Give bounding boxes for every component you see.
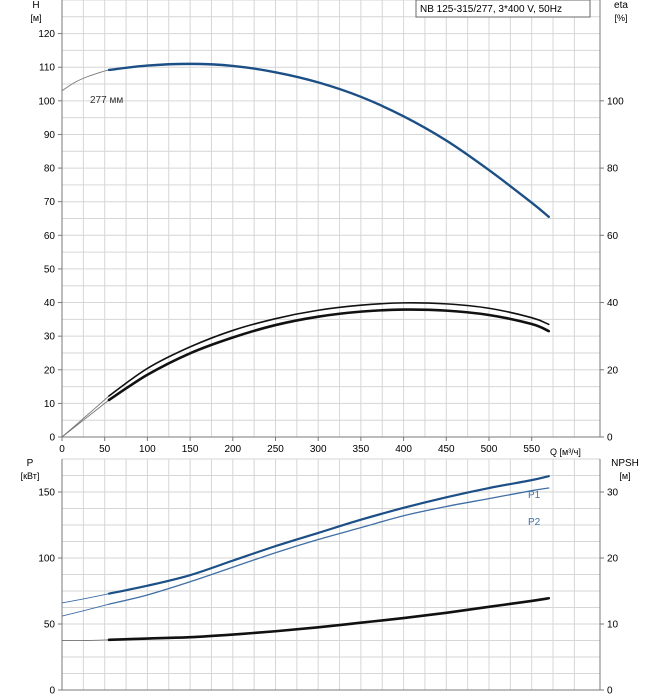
eta-axis-unit: [%] <box>614 13 627 23</box>
eta-tick-label: 100 <box>607 96 624 107</box>
q-tick-label: 200 <box>224 444 241 455</box>
q-tick-label: 400 <box>395 444 412 455</box>
h-axis-title: H <box>32 0 39 11</box>
top-panel: 0 10 20 30 40 50 60 70 80 90 100 110 120 0 20 40 60 80 100… <box>30 0 628 457</box>
npsh-tick-label: 20 <box>607 554 619 565</box>
h-tick-label: 20 <box>44 365 56 376</box>
h-tick-label: 60 <box>44 231 56 242</box>
eta-outer-curve-extension <box>61 395 110 438</box>
npsh-curve-extension <box>61 639 110 641</box>
h-tick-label: 0 <box>49 433 55 444</box>
npsh-axis-unit: [м] <box>619 471 630 481</box>
bottom-tick-labels: 0 50 100 150 0 10 20 30 <box>38 488 618 697</box>
eta-tick-label: 0 <box>607 433 613 444</box>
p-axis-unit: [кВт] <box>21 471 40 481</box>
h-tick-label: 120 <box>38 29 55 40</box>
q-tick-label: 150 <box>182 444 199 455</box>
q-tick-label: 50 <box>99 444 111 455</box>
p-tick-label: 0 <box>49 686 55 697</box>
head-curve <box>107 62 550 219</box>
p2-curve-extension <box>61 603 110 617</box>
h-tick-label: 70 <box>44 197 56 208</box>
bottom-axes <box>61 459 601 691</box>
p2-curve <box>108 487 550 605</box>
q-tick-label: 550 <box>523 444 540 455</box>
p-tick-label: 150 <box>38 488 55 499</box>
eta-tick-label: 20 <box>607 365 619 376</box>
bottom-curves <box>61 475 551 642</box>
q-tick-label: 0 <box>59 444 65 455</box>
q-tick-label: 250 <box>267 444 284 455</box>
npsh-axis-title: NPSH <box>611 458 639 469</box>
h-axis-unit: [м] <box>30 13 41 23</box>
h-tick-label: 100 <box>38 96 55 107</box>
bottom-grid <box>61 458 600 691</box>
eta-tick-label: 40 <box>607 298 619 309</box>
h-tick-label: 50 <box>44 264 56 275</box>
q-tick-label: 350 <box>353 444 370 455</box>
h-tick-label: 10 <box>44 399 56 410</box>
eta-curve <box>107 308 551 402</box>
eta-tick-label: 60 <box>607 231 619 242</box>
q-tick-label: 500 <box>481 444 498 455</box>
chart-title: NB 125-315/277, 3*400 V, 50Hz <box>420 4 562 15</box>
q-tick-label: 300 <box>310 444 327 455</box>
eta-axis-title: eta <box>614 0 628 11</box>
h-tick-label: 110 <box>39 63 55 74</box>
npsh-tick-label: 0 <box>607 686 613 697</box>
h-tick-label: 80 <box>44 164 56 175</box>
top-grid <box>61 0 600 438</box>
top-curves <box>61 62 551 438</box>
top-tick-labels: 0 10 20 30 40 50 60 70 80 90 100 110 120 0 20 40 60 80 100… <box>38 29 624 455</box>
q-tick-label: 450 <box>438 444 455 455</box>
eta-tick-label: 80 <box>607 164 619 175</box>
p-tick-label: 100 <box>38 554 55 565</box>
bottom-panel: 0 50 100 150 0 10 20 30 P [кВт] NPSH [м] P1 P2 <box>21 458 639 697</box>
npsh-tick-label: 10 <box>607 620 619 631</box>
top-axes <box>61 0 601 438</box>
p2-series-label: P2 <box>528 517 541 528</box>
p1-curve-extension <box>61 593 110 604</box>
h-tick-label: 40 <box>44 298 56 309</box>
q-tick-label: 100 <box>139 444 156 455</box>
npsh-tick-label: 30 <box>607 488 619 499</box>
chart-title-box <box>415 0 591 18</box>
curve-diameter-label: 277 мм <box>90 95 123 106</box>
p-tick-label: 50 <box>44 620 56 631</box>
h-tick-label: 30 <box>44 332 56 343</box>
p1-series-label: P1 <box>528 490 541 501</box>
q-axis-label: Q [м³/ч] <box>550 447 581 457</box>
p1-curve <box>107 475 550 595</box>
head-curve-extension <box>61 69 110 92</box>
h-tick-label: 90 <box>44 130 56 141</box>
npsh-curve <box>107 596 551 642</box>
eta-curve-extension <box>61 399 110 438</box>
eta-outer-curve <box>108 302 550 397</box>
p-axis-title: P <box>27 458 34 469</box>
